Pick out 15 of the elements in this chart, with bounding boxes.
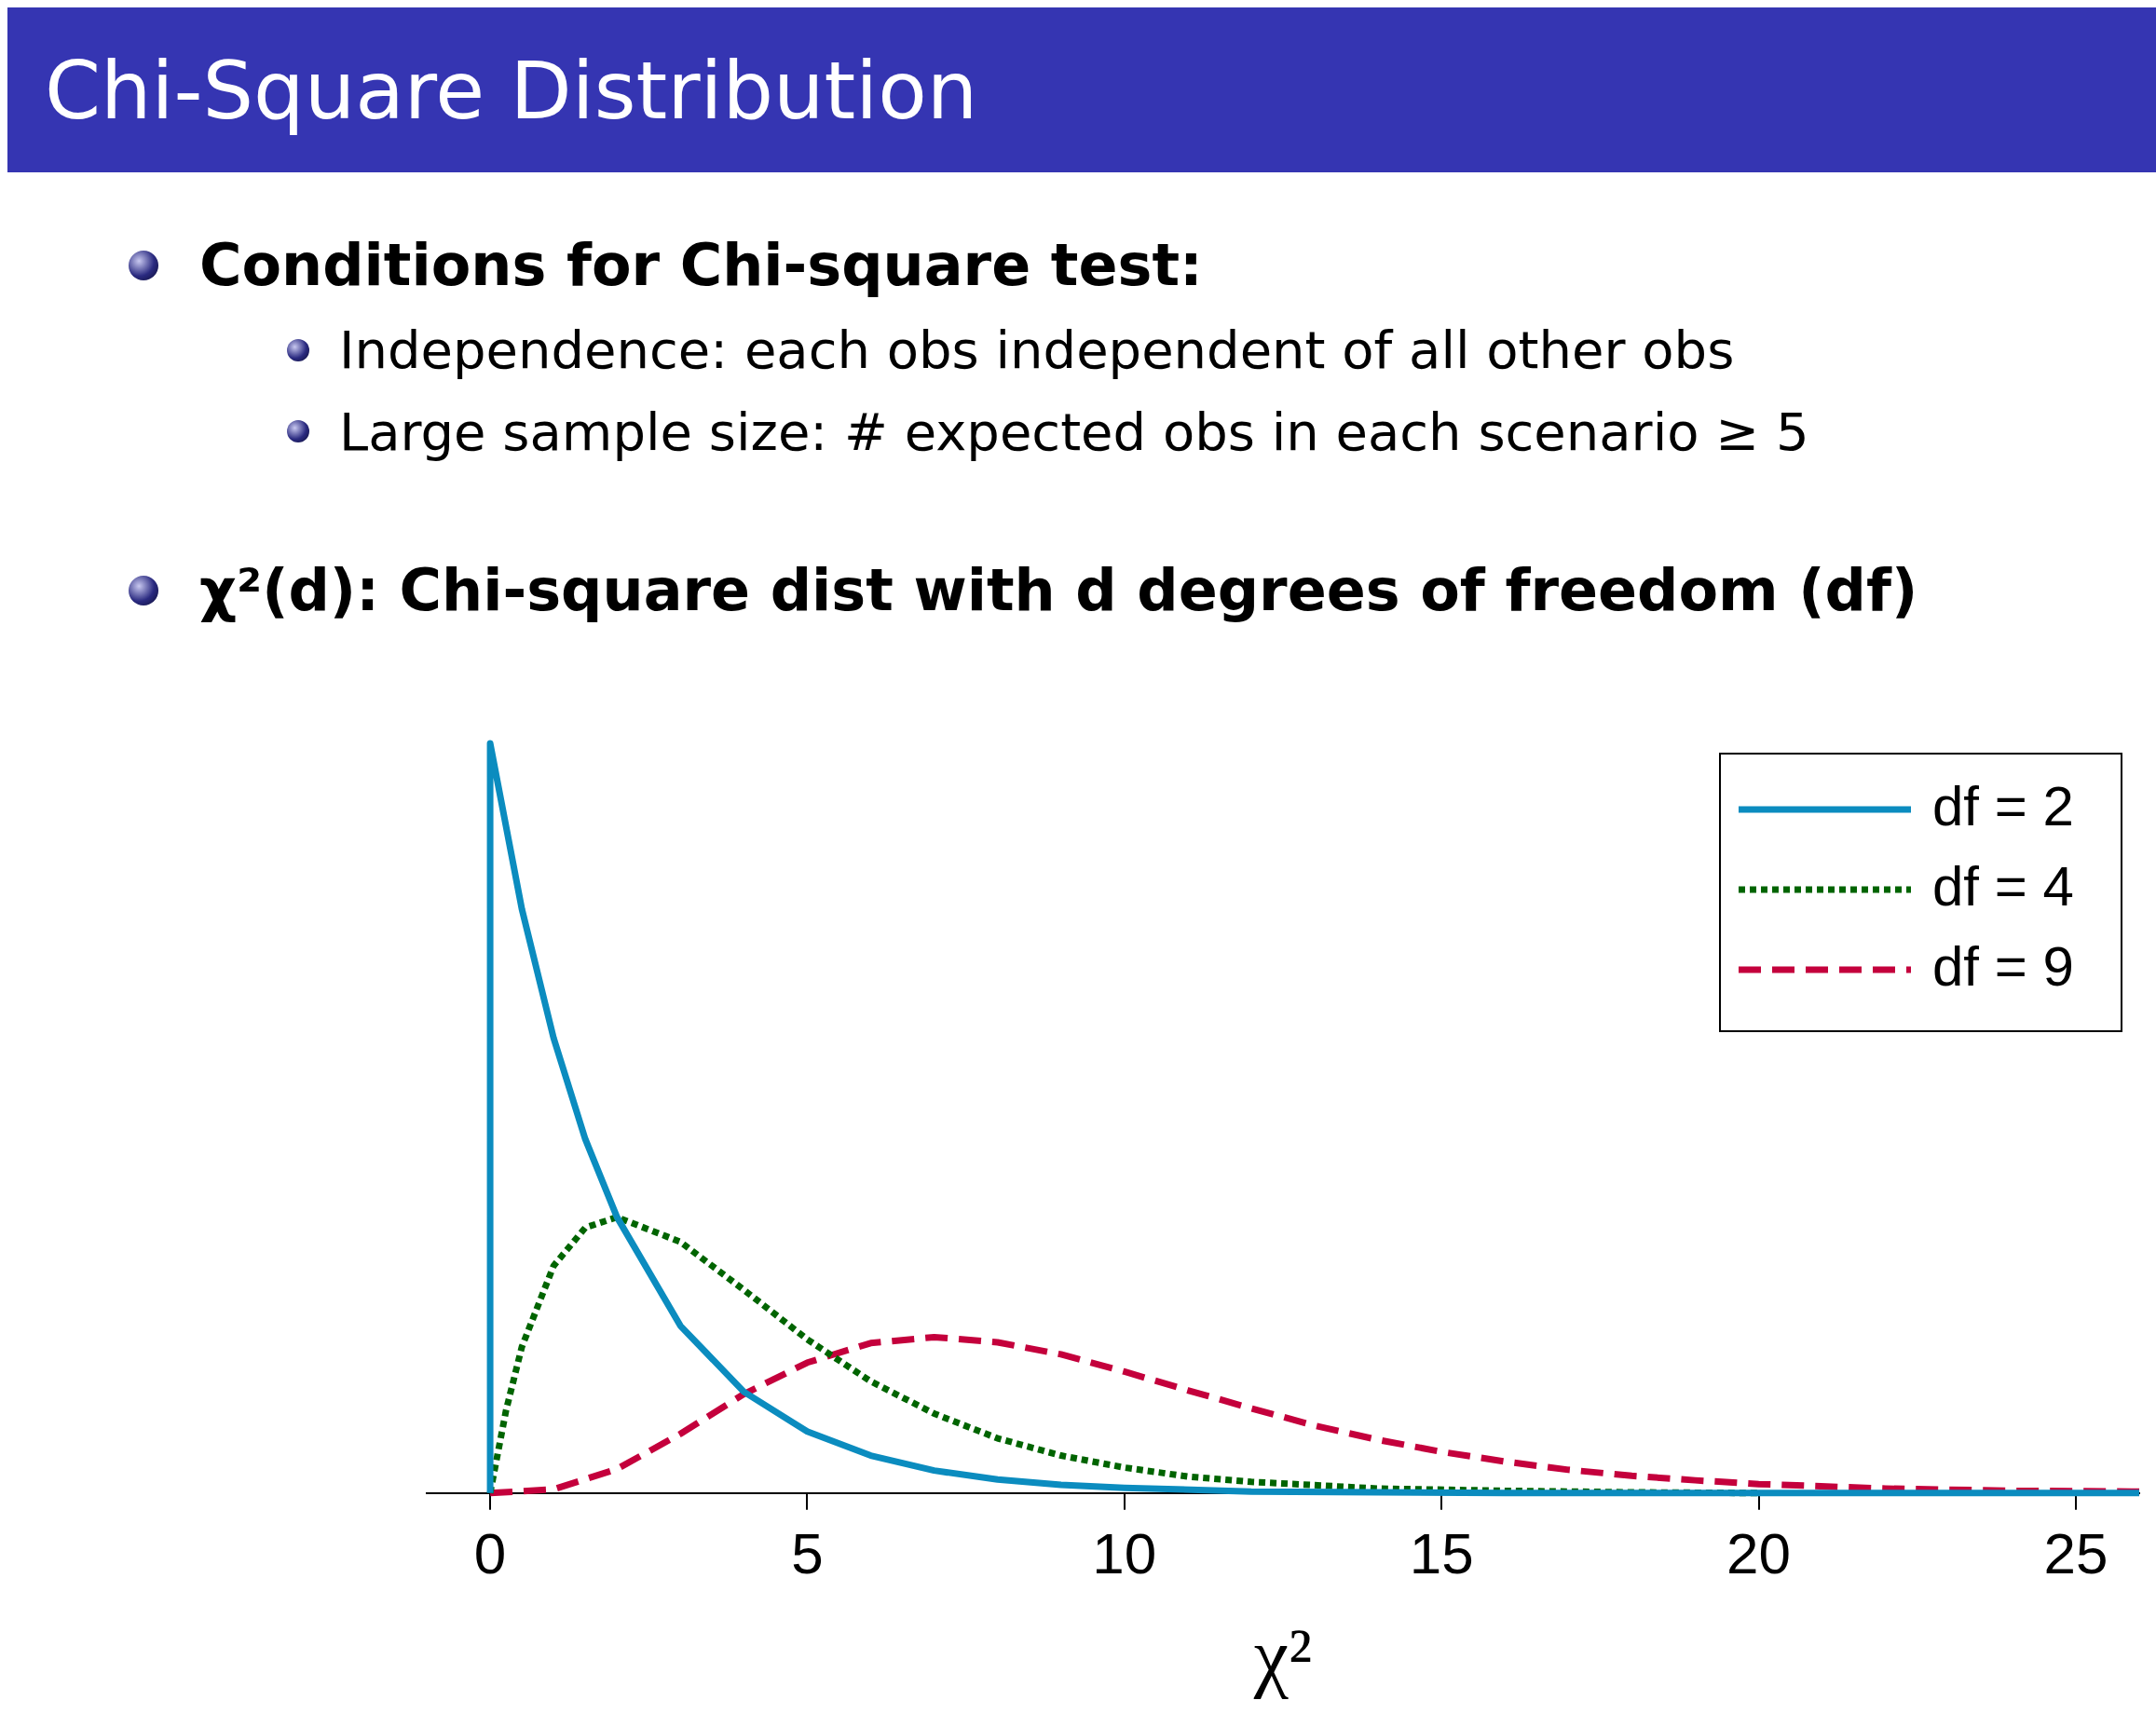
legend-label: df = 9 (1932, 934, 2074, 998)
chart-title: Chi-Square Distribution (45, 43, 978, 137)
text: Independence: each obs independent of all other obs (339, 319, 1735, 382)
text: χ²(d): Chi-square dist with d degrees of freedom (df) (199, 555, 1918, 626)
x-tick-label: 5 (791, 1521, 824, 1586)
x-tick-label: 20 (1726, 1521, 1792, 1586)
text: Conditions for Chi-square test: (199, 231, 1203, 301)
x-axis-title: χ² (1252, 1612, 1313, 1699)
legend-label: df = 2 (1932, 774, 2074, 837)
text: Large sample size: # expected obs in each scenario ≥ 5 (339, 400, 1809, 463)
x-tick-label: 15 (1409, 1521, 1474, 1586)
x-tick-label: 10 (1092, 1521, 1157, 1586)
legend-label: df = 4 (1932, 854, 2074, 918)
x-tick-label: 0 (473, 1521, 507, 1586)
x-tick-label: 25 (2043, 1521, 2108, 1586)
